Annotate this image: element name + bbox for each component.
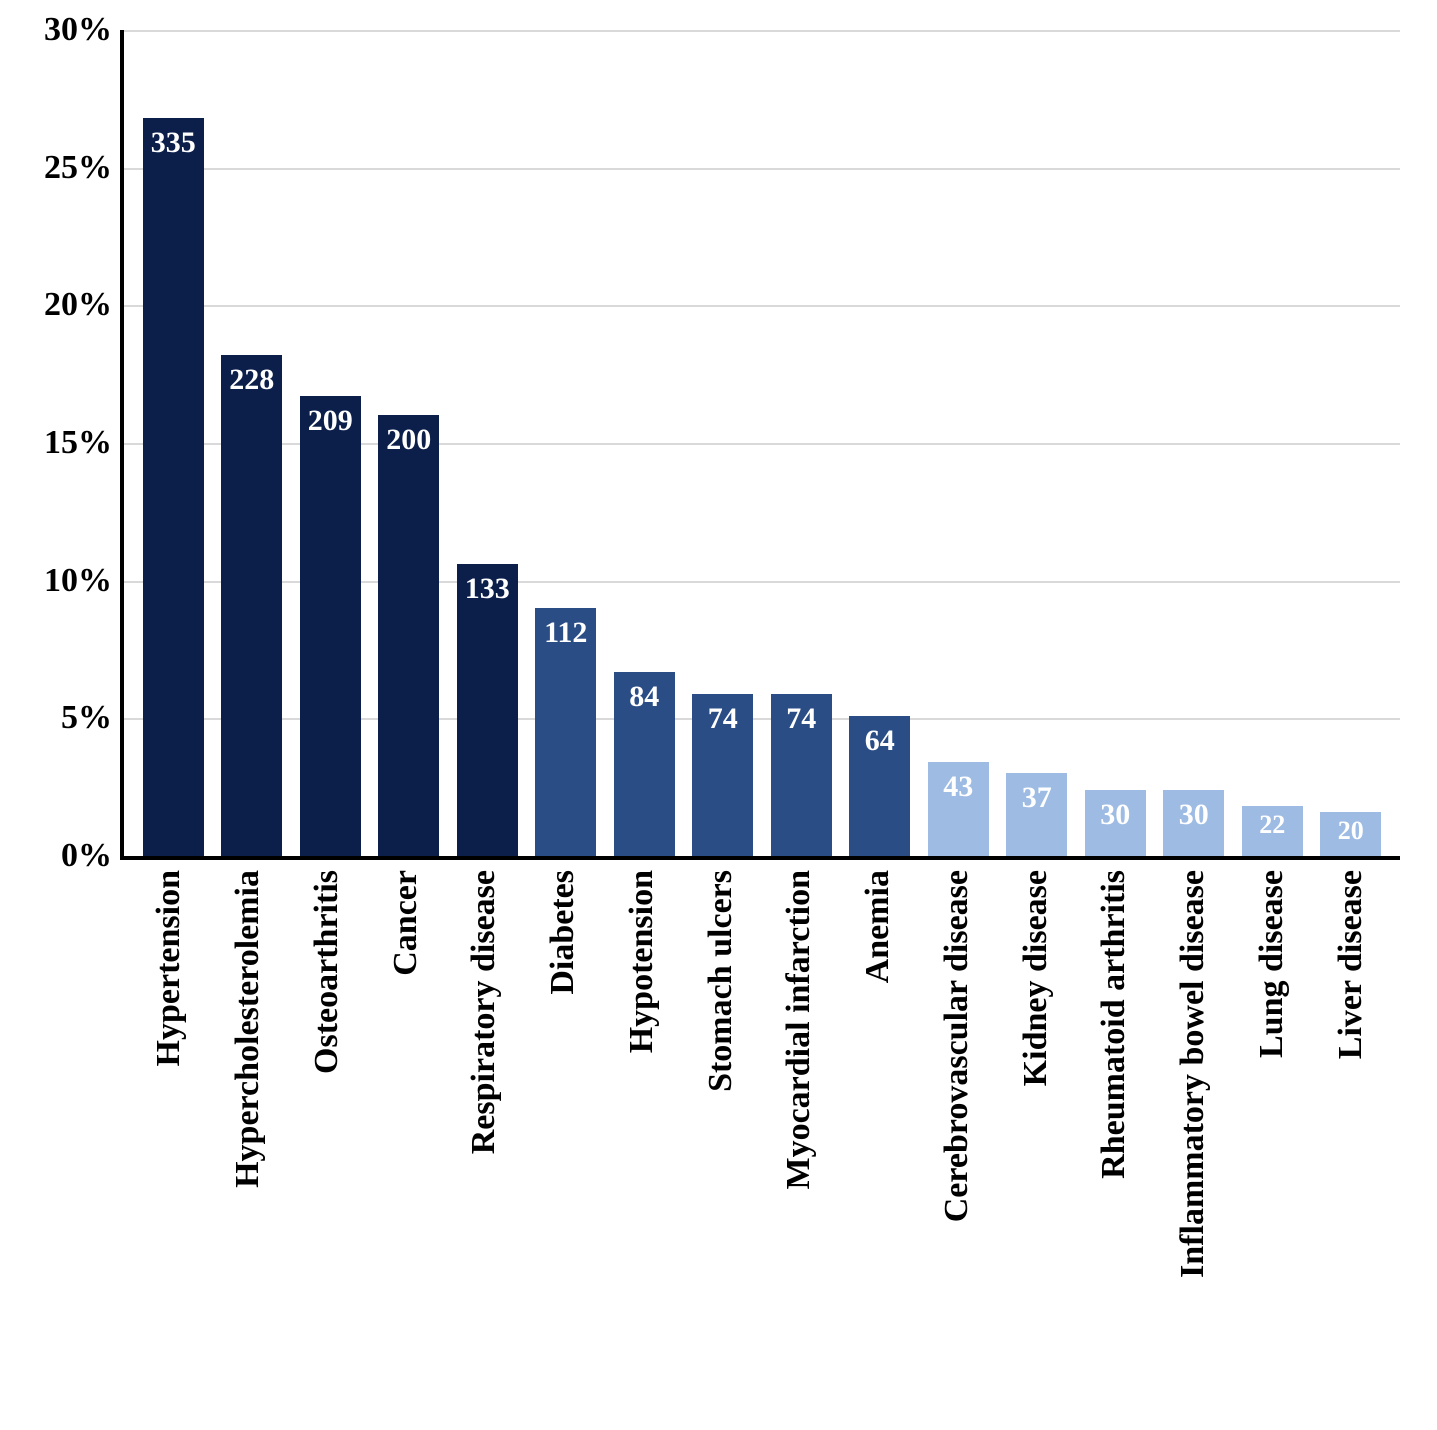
bar-slot: 133 bbox=[448, 30, 527, 856]
y-tick-label: 30% bbox=[44, 11, 112, 49]
bar-value-label: 112 bbox=[544, 616, 587, 650]
plot-area: 335 228 209 200 133 112 84 74 74 64 43 37 30 30 22 20 bbox=[120, 30, 1400, 860]
bar-value-label: 74 bbox=[708, 702, 738, 736]
bar-slot: 30 bbox=[1076, 30, 1155, 856]
bar: 228 bbox=[221, 355, 282, 856]
bar: 112 bbox=[535, 608, 596, 856]
bar-value-label: 133 bbox=[465, 572, 510, 606]
x-label-slot: Anemia bbox=[839, 870, 918, 1410]
bar-value-label: 209 bbox=[308, 404, 353, 438]
x-tick-label: Stomach ulcers bbox=[702, 870, 740, 1092]
bar-slot: 112 bbox=[527, 30, 606, 856]
x-tick-label: Anemia bbox=[859, 870, 897, 983]
bar: 209 bbox=[300, 396, 361, 856]
x-label-slot: Myocardial infarction bbox=[760, 870, 839, 1410]
x-label-slot: Inflammatory bowel disease bbox=[1154, 870, 1233, 1410]
bar-value-label: 228 bbox=[229, 363, 274, 397]
x-label-slot: Liver disease bbox=[1311, 870, 1390, 1410]
bar: 74 bbox=[692, 694, 753, 856]
bar-value-label: 30 bbox=[1100, 798, 1130, 832]
bar-slot: 30 bbox=[1155, 30, 1234, 856]
x-tick-label: Myocardial infarction bbox=[780, 870, 818, 1190]
x-label-slot: Lung disease bbox=[1233, 870, 1312, 1410]
bar-value-label: 37 bbox=[1022, 781, 1052, 815]
bar-value-label: 43 bbox=[943, 770, 973, 804]
bar-slot: 74 bbox=[684, 30, 763, 856]
bar-slot: 43 bbox=[919, 30, 998, 856]
x-label-slot: Hypertension bbox=[130, 870, 209, 1410]
x-tick-label: Liver disease bbox=[1332, 870, 1370, 1059]
x-tick-label: Cerebrovascular disease bbox=[938, 870, 976, 1222]
bar-slot: 209 bbox=[291, 30, 370, 856]
x-label-slot: Kidney disease bbox=[996, 870, 1075, 1410]
x-label-slot: Cancer bbox=[366, 870, 445, 1410]
bar: 43 bbox=[928, 762, 989, 856]
bar-value-label: 200 bbox=[386, 423, 431, 457]
bar-value-label: 20 bbox=[1338, 816, 1364, 846]
x-label-slot: Cerebrovascular disease bbox=[918, 870, 997, 1410]
bar-slot: 22 bbox=[1233, 30, 1312, 856]
bar: 64 bbox=[849, 716, 910, 856]
bar-slot: 84 bbox=[605, 30, 684, 856]
y-tick-label: 25% bbox=[44, 149, 112, 187]
bar: 200 bbox=[378, 415, 439, 856]
bar-value-label: 64 bbox=[865, 724, 895, 758]
bar-slot: 64 bbox=[841, 30, 920, 856]
x-label-slot: Rheumatoid arthritis bbox=[1075, 870, 1154, 1410]
x-label-slot: Hypercholesterolemia bbox=[209, 870, 288, 1410]
y-tick-label: 5% bbox=[61, 699, 112, 737]
bar-slot: 74 bbox=[762, 30, 841, 856]
x-tick-label: Cancer bbox=[387, 870, 425, 976]
bar-value-label: 74 bbox=[786, 702, 816, 736]
x-label-slot: Stomach ulcers bbox=[681, 870, 760, 1410]
bar: 30 bbox=[1163, 790, 1224, 856]
bar-value-label: 84 bbox=[629, 680, 659, 714]
bar-slot: 37 bbox=[998, 30, 1077, 856]
bar: 37 bbox=[1006, 773, 1067, 856]
x-tick-label: Inflammatory bowel disease bbox=[1174, 870, 1212, 1278]
x-tick-label: Respiratory disease bbox=[465, 870, 503, 1154]
y-tick-label: 20% bbox=[44, 286, 112, 324]
y-tick-label: 15% bbox=[44, 424, 112, 462]
x-tick-label: Kidney disease bbox=[1017, 870, 1055, 1086]
x-tick-label: Lung disease bbox=[1253, 870, 1291, 1058]
bar: 22 bbox=[1242, 806, 1303, 856]
bar-slot: 335 bbox=[134, 30, 213, 856]
bar-value-label: 335 bbox=[151, 126, 196, 160]
bar: 133 bbox=[457, 564, 518, 856]
x-label-slot: Osteoarthritis bbox=[288, 870, 367, 1410]
x-tick-label: Hypotension bbox=[623, 870, 661, 1053]
bar-value-label: 30 bbox=[1179, 798, 1209, 832]
bar: 20 bbox=[1320, 812, 1381, 856]
x-tick-label: Hypertension bbox=[150, 870, 188, 1066]
x-tick-label: Rheumatoid arthritis bbox=[1095, 870, 1133, 1179]
bar-value-label: 22 bbox=[1259, 810, 1285, 840]
bar-slot: 200 bbox=[370, 30, 449, 856]
disease-prevalence-bar-chart: 335 228 209 200 133 112 84 74 74 64 43 37 30 30 22 20 0… bbox=[0, 0, 1437, 1430]
bar: 30 bbox=[1085, 790, 1146, 856]
x-label-slot: Diabetes bbox=[524, 870, 603, 1410]
x-label-slot: Hypotension bbox=[603, 870, 682, 1410]
bar-slot: 20 bbox=[1312, 30, 1391, 856]
x-tick-label: Hypercholesterolemia bbox=[229, 870, 267, 1188]
y-tick-label: 0% bbox=[61, 837, 112, 875]
bars-container: 335 228 209 200 133 112 84 74 74 64 43 37 30 30 22 20 bbox=[124, 30, 1400, 856]
x-axis-labels: Hypertension Hypercholesterolemia Osteoart… bbox=[120, 870, 1400, 1410]
bar: 335 bbox=[143, 118, 204, 856]
bar: 74 bbox=[771, 694, 832, 856]
x-label-slot: Respiratory disease bbox=[445, 870, 524, 1410]
bar: 84 bbox=[614, 672, 675, 856]
x-tick-label: Diabetes bbox=[544, 870, 582, 995]
x-tick-label: Osteoarthritis bbox=[308, 870, 346, 1074]
bar-slot: 228 bbox=[213, 30, 292, 856]
y-tick-label: 10% bbox=[44, 562, 112, 600]
